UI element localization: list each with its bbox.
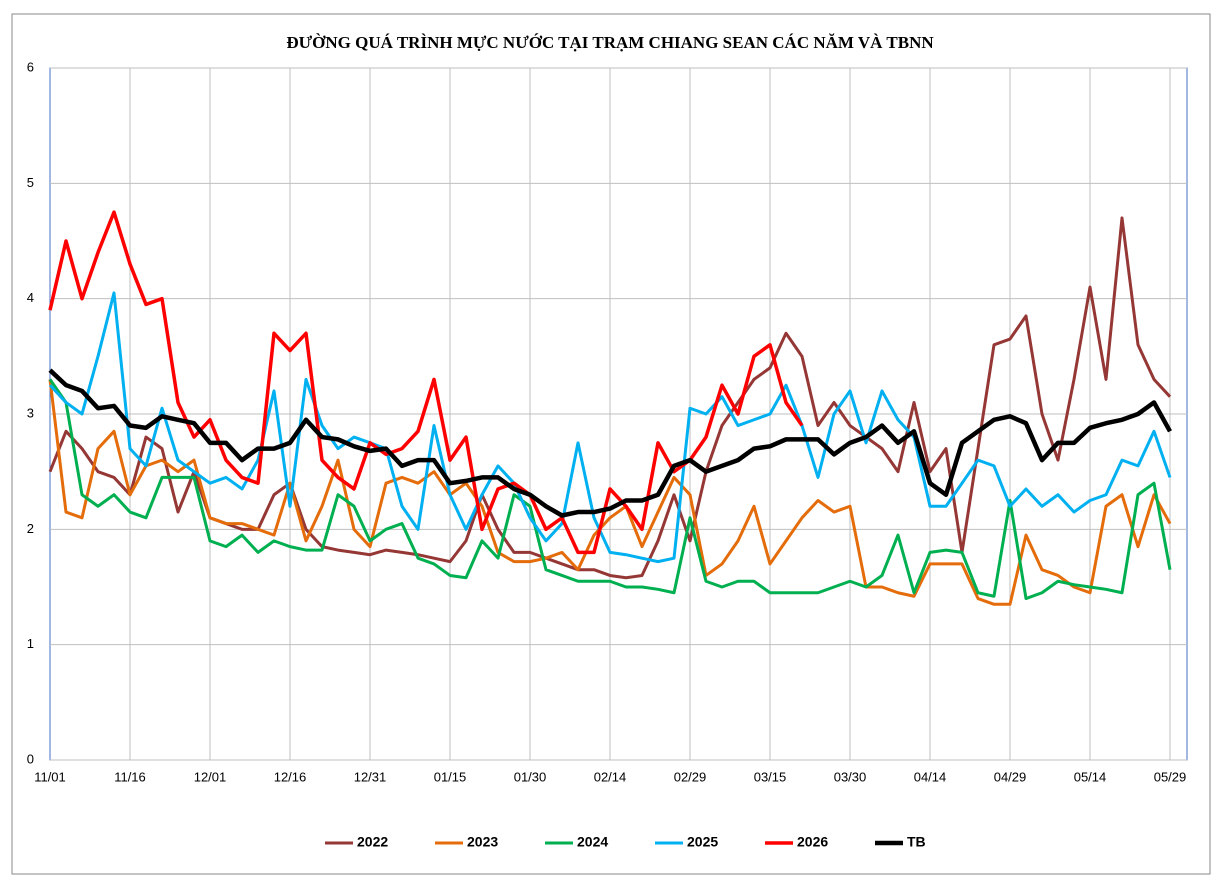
legend-label: 2026 [797, 834, 828, 850]
y-tick-label: 5 [27, 175, 34, 190]
x-tick-label: 12/31 [354, 769, 387, 784]
y-tick-label: 0 [27, 751, 34, 766]
legend-label: 2022 [357, 834, 388, 850]
x-tick-label: 05/29 [1154, 769, 1187, 784]
legend-label: 2025 [687, 834, 718, 850]
series-line [48, 368, 1172, 518]
x-tick-label: 11/16 [114, 769, 146, 784]
y-tick-label: 6 [27, 59, 34, 74]
chart-frame [11, 13, 1211, 875]
series-line [48, 216, 1172, 580]
series-line [48, 291, 1172, 564]
legend-label: 2023 [467, 834, 498, 850]
x-tick-label: 01/15 [434, 769, 467, 784]
x-tick-label: 12/16 [274, 769, 307, 784]
series-line [48, 378, 1172, 601]
y-tick-label: 3 [27, 405, 34, 420]
series-line [48, 210, 804, 555]
x-tick-label: 02/29 [674, 769, 707, 784]
y-tick-label: 4 [27, 290, 34, 305]
chart-title: ĐƯỜNG QUÁ TRÌNH MỰC NƯỚC TẠI TRẠM CHIANG… [286, 33, 934, 52]
x-tick-label: 04/14 [914, 769, 947, 784]
x-tick-label: 04/29 [994, 769, 1027, 784]
x-tick-label: 11/01 [34, 769, 66, 784]
y-tick-label: 2 [27, 521, 34, 536]
x-tick-label: 03/15 [754, 769, 787, 784]
x-tick-label: 05/14 [1074, 769, 1107, 784]
x-tick-label: 03/30 [834, 769, 867, 784]
x-tick-label: 01/30 [514, 769, 547, 784]
legend-label: 2024 [577, 834, 608, 850]
legend-label: TB [907, 834, 926, 850]
x-tick-label: 02/14 [594, 769, 627, 784]
x-tick-label: 12/01 [194, 769, 227, 784]
series-line [48, 379, 1172, 606]
y-tick-label: 1 [27, 636, 34, 651]
